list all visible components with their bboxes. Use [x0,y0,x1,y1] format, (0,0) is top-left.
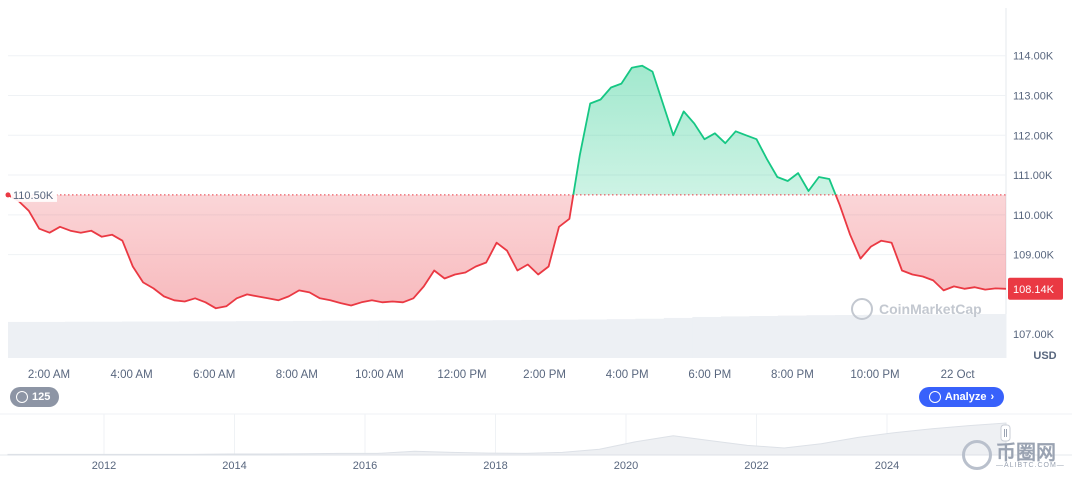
volume-bar [948,314,978,358]
y-tick-label: 111.00K [1013,170,1053,182]
volume-bar [464,320,494,358]
x-tick-label: 10:00 AM [355,369,404,381]
volume-bar [606,319,636,358]
volume-bar [65,321,95,358]
volume-bar [977,314,1007,358]
y-tick-label: 113.00K [1013,91,1054,103]
analyze-icon [928,391,941,403]
x-axis: 2:00 AM 4:00 AM 6:00 AM 8:00 AM 10:00 AM 12:0… [28,369,975,381]
volume-bar [834,314,864,358]
volume-bar [236,321,266,358]
currency-label: USD [1033,350,1056,362]
volume-bar [122,321,152,358]
area-above-reference [8,65,1006,195]
price-line [5,64,1006,310]
volume-bar [578,319,608,358]
volume-bar [920,314,950,358]
volume-bar [891,314,921,358]
x-tick-label: 4:00 AM [110,369,152,381]
current-price-text: 108.14K [1013,284,1055,296]
price-line-down [8,194,1006,310]
price-area [8,65,1006,309]
site-logo-icon [962,440,992,470]
y-tick-label: 107.00K [1013,329,1055,341]
start-point [5,192,11,198]
volume-bar [806,315,836,358]
coinmarketcap-watermark: CoinMarketCap [851,298,982,320]
area-below-reference [8,194,1006,309]
x-tick-label: 2:00 PM [523,369,566,381]
x-tick-label: 12:00 PM [437,369,486,381]
navigator-year-label: 2012 [92,460,116,472]
volume-bar [321,320,351,358]
y-tick-label: 109.00K [1013,250,1055,262]
y-tick-label: 112.00K [1013,130,1054,142]
x-tick-label: 8:00 AM [276,369,318,381]
volume-bar [720,316,750,358]
volume-bar [207,321,237,358]
y-tick-label: 110.00K [1013,210,1054,222]
volume-bar [435,320,465,358]
x-tick-label: 22 Oct [941,369,976,381]
x-tick-label: 10:00 PM [850,369,899,381]
volume-bar [378,320,408,358]
site-logo: 币圈网 —ALIBTC.COM— [962,440,1065,470]
volume-bar [150,321,180,358]
volume-bar [350,320,380,358]
volume-bar [293,320,323,358]
navigator-year-label: 2018 [483,460,507,472]
volume-bar [93,321,123,358]
site-logo-domain: —ALIBTC.COM— [996,461,1065,469]
x-tick-label: 6:00 PM [688,369,731,381]
navigator-year-label: 2024 [875,460,899,472]
volume-bar [36,321,66,358]
volume-bar [692,316,722,358]
volume-bars [8,314,1007,358]
navigator-year-label: 2016 [353,460,377,472]
reference-price-text: 110.50K [13,190,54,202]
site-logo-name: 币圈网 [996,439,1056,464]
coinmarketcap-logo-icon [851,298,873,320]
history-badge[interactable]: 125 [10,387,59,407]
volume-bar [749,315,779,358]
chevron-right-icon: › [990,391,995,403]
analyze-label: Analyze [944,391,987,403]
volume-bar [663,317,693,358]
y-tick-label: 114.00K [1013,51,1054,63]
volume-bar [492,320,522,358]
volume-bar [521,319,551,358]
navigator-handle[interactable] [1000,424,1011,442]
volume-bar [8,321,38,358]
x-tick-label: 4:00 PM [606,369,649,381]
watermark-text: CoinMarketCap [879,301,982,317]
volume-bar [407,320,437,358]
volume-bar [549,319,579,358]
volume-bar [777,315,807,358]
volume-bar [264,321,294,358]
current-price-tag: 108.14K [1008,277,1063,300]
y-axis: 114.00K 113.00K 112.00K 111.00K 110.00K 109.0… [1013,51,1055,341]
range-navigator[interactable]: 2012 2014 2016 2018 2020 2022 2024 [0,413,1072,472]
x-tick-label: 2:00 AM [28,369,70,381]
navigator-year-label: 2022 [744,460,768,472]
x-tick-label: 6:00 AM [193,369,235,381]
navigator-history-area [7,422,1007,456]
x-tick-label: 8:00 PM [771,369,814,381]
reference-price-label: 110.50K [11,186,57,202]
history-count: 125 [32,391,51,403]
volume-bar [179,321,209,358]
history-icon [16,391,28,403]
volume-bar [635,318,665,358]
navigator-year-label: 2014 [222,460,246,472]
volume-bar [863,314,893,358]
navigator-year-label: 2020 [614,460,638,472]
analyze-button[interactable]: Analyze › [919,387,1004,407]
